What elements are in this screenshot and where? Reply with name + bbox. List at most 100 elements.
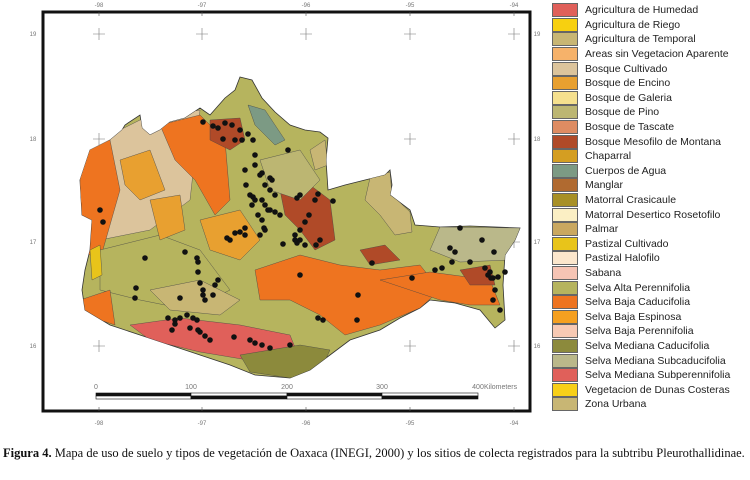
vegetation-patch	[149, 194, 186, 241]
legend-label: Areas sin Vegetacion Aparente	[585, 48, 729, 61]
legend-label: Selva Mediana Caducifolia	[585, 339, 710, 352]
latitude-label: 16	[30, 344, 37, 350]
collection-site-dot	[224, 235, 230, 241]
collection-site-dot	[255, 212, 261, 218]
collection-site-dot	[222, 120, 228, 126]
scale-segment	[381, 392, 479, 397]
graticule-cross	[196, 28, 208, 40]
legend-item: Bosque de Encino	[552, 76, 750, 91]
longitude-label: -96	[302, 421, 311, 427]
legend: Agricultura de Humedad Agricultura de Rie…	[552, 3, 750, 412]
collection-site-dot	[320, 317, 326, 323]
collection-site-dot	[239, 137, 245, 143]
scale-segment	[190, 395, 288, 400]
collection-site-dot	[280, 241, 286, 247]
legend-label: Selva Baja Caducifolia	[585, 296, 691, 309]
collection-site-dot	[312, 197, 318, 203]
latitude-label: 19	[534, 32, 541, 38]
legend-swatch	[552, 368, 578, 383]
legend-swatch	[552, 17, 578, 32]
collection-site-dot	[215, 277, 221, 283]
legend-item: Agricultura de Riego	[552, 17, 750, 33]
graticule-cross	[404, 133, 416, 145]
collection-site-dot	[297, 272, 303, 278]
legend-item: Selva Baja Perennifolia	[552, 324, 750, 339]
legend-label: Selva Mediana Subcaducifolia	[585, 354, 726, 367]
collection-site-dot	[202, 333, 208, 339]
collection-site-dot	[177, 315, 183, 321]
collection-site-dot	[142, 255, 148, 261]
collection-site-dot	[207, 337, 213, 343]
collection-site-dot	[242, 232, 248, 238]
legend-swatch	[552, 338, 578, 353]
scale-bar: 0 100 200 300 400 Kilometers	[94, 384, 518, 400]
collection-site-dot	[330, 198, 336, 204]
collection-site-dot	[306, 212, 312, 218]
latitude-labels: 19 19 18 18 17 17 16 16	[30, 32, 541, 350]
collection-site-dot	[267, 187, 273, 193]
collection-site-dot	[257, 172, 263, 178]
legend-label: Bosque Cultivado	[585, 62, 668, 75]
collection-site-dot	[447, 245, 453, 251]
legend-item: Bosque de Galeria	[552, 90, 750, 106]
collection-site-dot	[252, 152, 258, 158]
collection-site-dot	[215, 125, 221, 131]
legend-item: Selva Mediana Subcaducifolia	[552, 353, 750, 368]
collection-site-dot	[242, 167, 248, 173]
collection-site-dot	[200, 119, 206, 125]
legend-swatch	[552, 134, 578, 149]
collection-site-dot	[492, 287, 498, 293]
legend-item: Cuerpos de Agua	[552, 163, 750, 179]
longitude-label: -97	[198, 3, 207, 9]
legend-label: Bosque de Encino	[585, 77, 671, 90]
legend-item: Selva Baja Espinosa	[552, 309, 750, 324]
legend-swatch	[552, 105, 578, 120]
collection-site-dot	[195, 269, 201, 275]
vegetation-patch	[259, 149, 321, 201]
figure-caption: Figura 4. Mapa de uso de suelo y tipos d…	[3, 446, 747, 461]
legend-label: Manglar	[585, 179, 623, 192]
collection-site-dot	[195, 327, 201, 333]
legend-swatch	[552, 163, 578, 178]
collection-site-dot	[252, 197, 258, 203]
graticule-cross	[508, 28, 520, 40]
collection-site-dot	[467, 259, 473, 265]
collection-site-dot	[232, 137, 238, 143]
legend-item: Zona Urbana	[552, 397, 750, 412]
graticule-cross	[508, 340, 520, 352]
collection-site-dot	[182, 249, 188, 255]
collection-site-dot	[165, 315, 171, 321]
scale-segment	[95, 395, 192, 400]
collection-site-dot	[502, 269, 508, 275]
legend-label: Selva Alta Perennifolia	[585, 281, 691, 294]
collection-site-dot	[200, 292, 206, 298]
collection-site-dot	[259, 197, 265, 203]
longitude-label: -95	[406, 3, 415, 9]
legend-label: Selva Mediana Subperennifolia	[585, 369, 731, 382]
scale-segment	[381, 395, 479, 400]
collection-site-dot	[488, 275, 494, 281]
legend-label: Agricultura de Temporal	[585, 33, 696, 46]
legend-label: Agricultura de Riego	[585, 18, 681, 31]
collection-site-dot	[315, 191, 321, 197]
collection-site-dot	[197, 280, 203, 286]
legend-label: Sabana	[585, 266, 622, 279]
longitude-label: -97	[198, 421, 207, 427]
collection-site-dot	[482, 265, 488, 271]
longitude-label: -94	[510, 421, 519, 427]
latitude-label: 18	[30, 137, 37, 143]
graticule-cross	[93, 133, 105, 145]
collection-site-dot	[432, 267, 438, 273]
vegetation-patch	[359, 244, 401, 266]
legend-label: Chaparral	[585, 150, 632, 163]
legend-item: Bosque de Pino	[552, 105, 750, 120]
collection-site-dot	[272, 192, 278, 198]
latitude-label: 19	[30, 32, 37, 38]
legend-label: Zona Urbana	[585, 398, 647, 411]
legend-item: Selva Mediana Caducifolia	[552, 338, 750, 354]
collection-site-dot	[232, 230, 238, 236]
collection-site-dot	[497, 307, 503, 313]
collection-site-dot	[172, 321, 178, 327]
legend-swatch	[552, 324, 578, 339]
